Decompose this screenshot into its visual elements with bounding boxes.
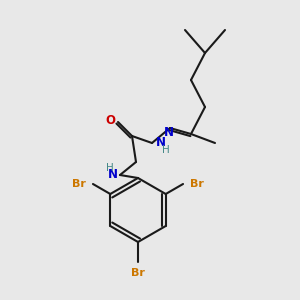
Text: H: H <box>162 145 170 155</box>
Text: H: H <box>106 163 114 173</box>
Text: O: O <box>105 115 115 128</box>
Text: N: N <box>108 169 118 182</box>
Text: Br: Br <box>190 179 204 189</box>
Text: Br: Br <box>131 268 145 278</box>
Text: Br: Br <box>72 179 86 189</box>
Text: N: N <box>164 127 174 140</box>
Text: N: N <box>156 136 166 149</box>
